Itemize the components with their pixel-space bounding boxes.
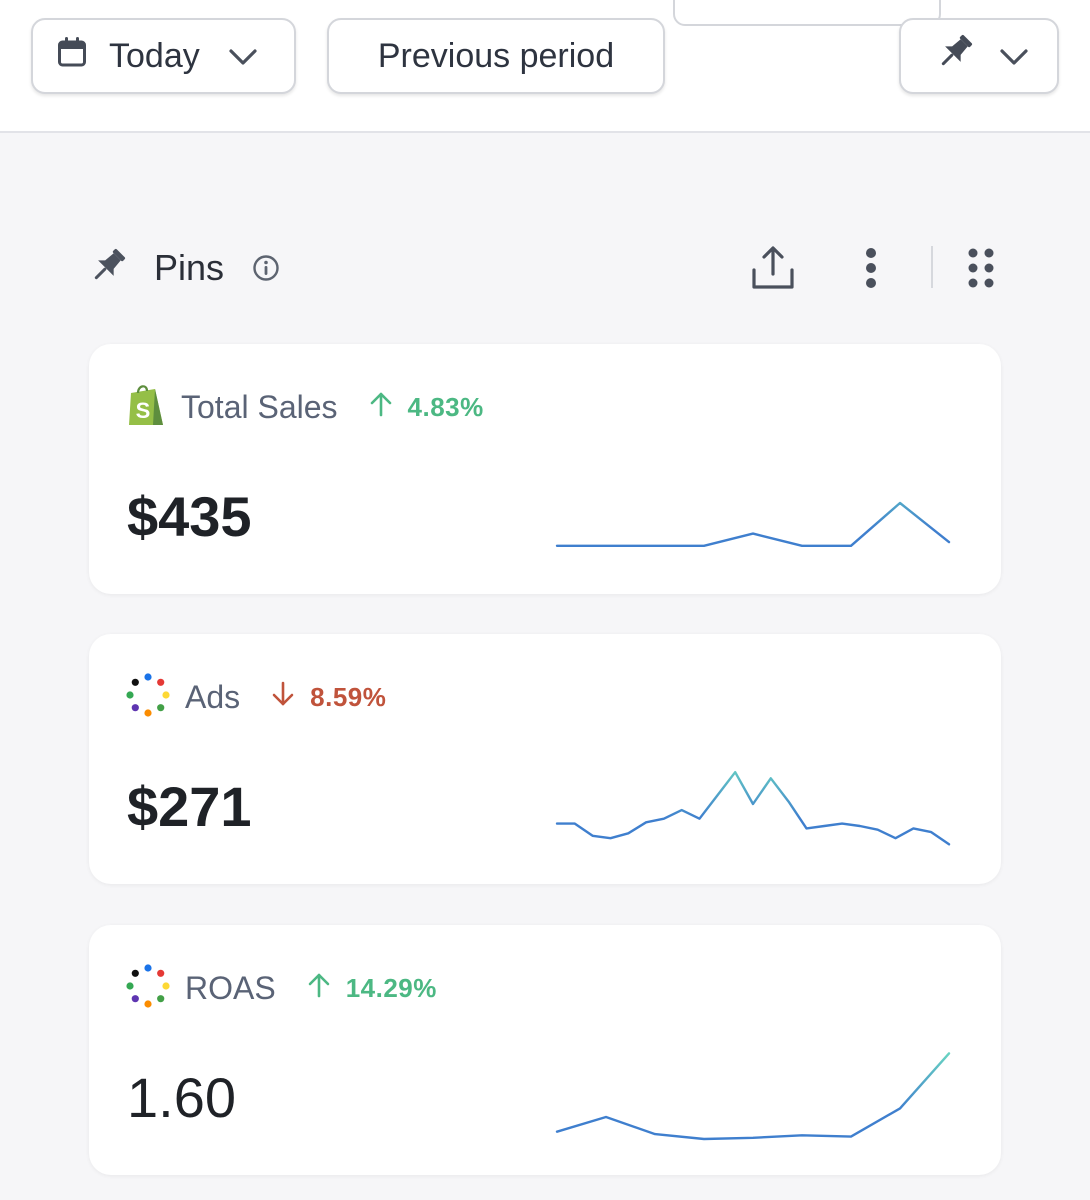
metric-card-total-sales[interactable]: S Total Sales 4.83% $435: [89, 344, 1001, 594]
compare-period-button[interactable]: Previous period: [327, 18, 665, 94]
metric-name: ROAS: [185, 969, 276, 1006]
calendar-icon: [57, 36, 87, 77]
metric-name: Total Sales: [181, 388, 338, 425]
chevron-down-icon: [999, 37, 1029, 76]
svg-text:S: S: [136, 398, 151, 423]
shopify-icon: S: [125, 383, 167, 432]
card-header: Ads 8.59%: [125, 672, 386, 723]
pins-section-header: Pins: [88, 240, 1000, 296]
trend-indicator: 4.83%: [368, 391, 484, 424]
metric-value: 1.60: [127, 1066, 236, 1129]
metric-name: Ads: [185, 678, 241, 715]
compare-period-label: Previous period: [377, 36, 615, 75]
drag-handle-icon[interactable]: [966, 246, 996, 295]
trend-indicator: 8.59%: [270, 681, 386, 714]
arrow-up-icon: [306, 972, 332, 1005]
section-title: Pins: [154, 247, 225, 288]
arrow-up-icon: [368, 391, 394, 424]
overflow-button-partial[interactable]: [673, 0, 941, 26]
more-vertical-icon[interactable]: [860, 246, 882, 295]
trend-indicator: 14.29%: [306, 972, 437, 1005]
sparkline-series: [555, 501, 951, 548]
trend-percent: 14.29%: [345, 972, 437, 1003]
date-range-dropdown[interactable]: Today: [31, 18, 296, 94]
sparkline-chart: [555, 771, 951, 846]
sparkline-chart: [555, 501, 951, 548]
metric-card-ads[interactable]: Ads 8.59% $271: [89, 634, 1001, 884]
multi-channel-dots-icon: [125, 963, 171, 1014]
sparkline-series: [555, 1052, 951, 1141]
pin-menu-dropdown[interactable]: [899, 18, 1059, 94]
date-range-label: Today: [109, 36, 200, 75]
arrow-down-icon: [270, 681, 296, 714]
multi-channel-dots-icon: [125, 672, 171, 723]
metric-card-roas[interactable]: ROAS 14.29% 1.60: [89, 925, 1001, 1175]
chevron-down-icon: [228, 37, 258, 76]
metric-value: $271: [127, 775, 252, 838]
sparkline-series: [555, 771, 951, 846]
share-icon[interactable]: [750, 244, 796, 297]
card-header: ROAS 14.29%: [125, 963, 437, 1014]
top-toolbar: Today Previous period: [0, 0, 1090, 133]
info-icon[interactable]: [252, 254, 280, 282]
sparkline-chart: [555, 1052, 951, 1141]
pin-icon: [935, 32, 975, 81]
trend-percent: 8.59%: [310, 681, 387, 712]
card-header: S Total Sales 4.83%: [125, 384, 484, 430]
metric-value: $435: [127, 485, 252, 548]
pin-icon: [88, 246, 128, 291]
header-divider: [931, 246, 933, 288]
trend-percent: 4.83%: [407, 391, 484, 422]
